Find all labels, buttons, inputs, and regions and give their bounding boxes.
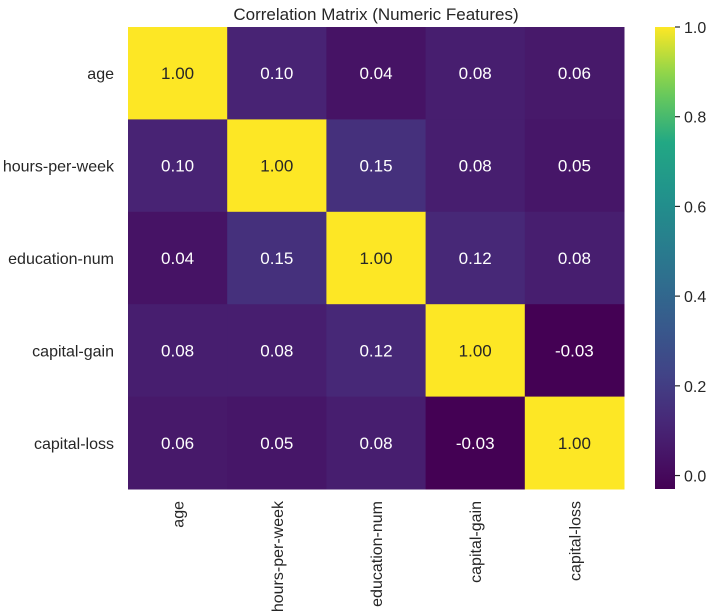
heatmap-cell [425, 304, 526, 398]
colorbar-ticks: 0.0 0.2 0.4 0.6 0.8 1.0 [675, 20, 706, 486]
heatmap-cell [524, 304, 625, 398]
heatmap-cell [227, 396, 327, 490]
cell-annotation: 0.04 [161, 249, 194, 268]
heatmap-cell [524, 396, 625, 490]
cell-annotation: -0.03 [555, 341, 594, 360]
heatmap-cell [425, 211, 526, 305]
x-tick-label: capital-loss [567, 501, 584, 581]
heatmap-cell [227, 211, 327, 305]
heatmap-cell [425, 27, 526, 120]
x-tick-label: hours-per-week [270, 500, 287, 612]
cell-annotation: 0.05 [260, 434, 293, 453]
cell-annotation: 0.08 [161, 341, 194, 360]
colorbar-tick-label: 1.0 [684, 20, 706, 37]
heatmap-cell [128, 396, 228, 490]
cell-annotation: 0.10 [161, 157, 194, 176]
x-tick-label: capital-gain [468, 501, 485, 583]
y-tick-label: capital-loss [34, 436, 114, 453]
colorbar [655, 27, 675, 489]
heatmap-cell [326, 27, 427, 120]
cell-annotation: 0.08 [558, 249, 591, 268]
heatmap-cell [227, 304, 327, 398]
heatmap-cell [524, 119, 625, 213]
cell-annotation: 0.15 [260, 249, 293, 268]
cell-annotation: 1.00 [359, 249, 392, 268]
colorbar-tick-label: 0.8 [684, 110, 706, 127]
cell-annotation: 0.12 [359, 341, 392, 360]
x-tick-labels: age hours-per-week education-num capital-ga… [171, 500, 585, 612]
colorbar-tick-label: 0.4 [684, 289, 706, 306]
heatmap-cell [326, 304, 427, 398]
heatmap-cell [128, 27, 228, 120]
y-tick-label: age [87, 66, 114, 83]
heatmap-cells [128, 27, 625, 490]
y-tick-label: education-num [8, 251, 114, 268]
heatmap-cell [326, 119, 427, 213]
heatmap-cell [227, 119, 327, 213]
cell-annotation: 0.06 [558, 64, 591, 83]
heatmap-cell [128, 211, 228, 305]
cell-annotation: 1.00 [459, 341, 492, 360]
heatmap-cell [425, 119, 526, 213]
cell-annotations: 1.00 0.10 0.04 0.08 0.06 0.10 1.00 0.15 0.08 0.05… [161, 64, 594, 453]
heatmap-cell [128, 119, 228, 213]
heatmap-cell [326, 396, 427, 490]
chart-title: Correlation Matrix (Numeric Features) [233, 5, 518, 24]
colorbar-tick-label: 0.0 [684, 469, 706, 486]
x-tick-label: age [171, 501, 188, 528]
cell-annotation: 0.08 [459, 157, 492, 176]
cell-annotation: 0.10 [260, 64, 293, 83]
cell-annotation: 0.12 [459, 249, 492, 268]
cell-annotation: 0.15 [359, 157, 392, 176]
cell-annotation: 1.00 [161, 64, 194, 83]
y-tick-label: capital-gain [32, 343, 114, 360]
cell-annotation: 0.08 [459, 64, 492, 83]
colorbar-tick-label: 0.6 [684, 199, 706, 216]
cell-annotation: 0.05 [558, 157, 591, 176]
heatmap-cell [425, 396, 526, 490]
heatmap-cell [524, 27, 625, 120]
colorbar-tick-label: 0.2 [684, 379, 706, 396]
y-tick-labels: age hours-per-week education-num capital-ga… [3, 66, 115, 453]
cell-annotation: 0.04 [359, 64, 392, 83]
cell-annotation: 1.00 [260, 157, 293, 176]
cell-annotation: 0.06 [161, 434, 194, 453]
cell-annotation: 0.08 [359, 434, 392, 453]
heatmap-cell [326, 211, 427, 305]
cell-annotation: 1.00 [558, 434, 591, 453]
heatmap-cell [524, 211, 625, 305]
cell-annotation: 0.08 [260, 341, 293, 360]
y-tick-label: hours-per-week [3, 159, 115, 176]
x-tick-label: education-num [369, 501, 386, 607]
heatmap-cell [128, 304, 228, 398]
cell-annotation: -0.03 [456, 434, 495, 453]
heatmap-cell [227, 27, 327, 120]
